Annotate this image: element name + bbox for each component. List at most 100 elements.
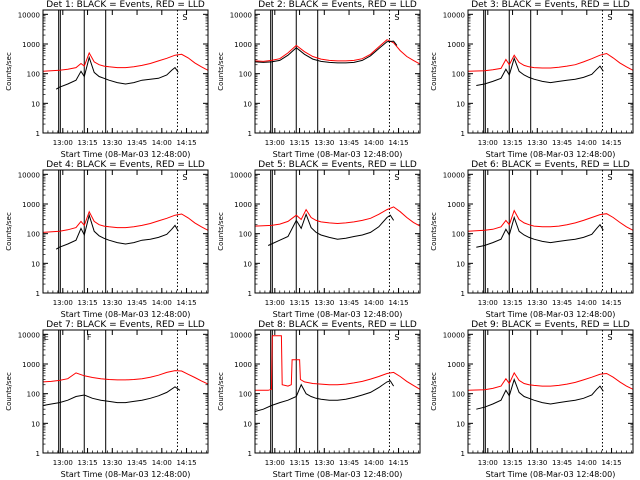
- y-tick-label: 1: [248, 450, 252, 458]
- panel-title: Det 8: BLACK = Events, RED = LLD: [258, 320, 417, 330]
- y-tick-label: 100: [239, 71, 252, 79]
- y-tick-label: 10000: [230, 11, 252, 19]
- x-tick-label: 13:30: [314, 139, 334, 147]
- plot-frame: [254, 329, 421, 454]
- y-tick-label: 10: [456, 100, 465, 108]
- x-tick-label: 14:00: [364, 139, 384, 147]
- x-tick-label: 13:45: [127, 299, 147, 307]
- y-tick-label: 10: [31, 260, 40, 268]
- y-axis-label: Counts/sec: [217, 212, 225, 251]
- y-tick-label: 10000: [443, 331, 465, 339]
- x-axis-label: Start Time (08-Mar-03 12:48:00): [486, 150, 616, 159]
- x-tick-label: 13:30: [314, 299, 334, 307]
- panel-title: Det 7: BLACK = Events, RED = LLD: [46, 320, 205, 330]
- x-axis-label: Start Time (08-Mar-03 12:48:00): [61, 150, 191, 159]
- y-axis-label: Counts/sec: [430, 52, 438, 91]
- plot-frame: [254, 169, 421, 294]
- y-tick-label: 1: [36, 290, 40, 298]
- panel-1: Det 1: BLACK = Events, RED = LLD Counts/s…: [5, 0, 209, 159]
- panel-7: Det 7: BLACK = Events, RED = LLD Counts/s…: [5, 320, 209, 479]
- x-tick-label: 14:00: [577, 459, 597, 467]
- events-series-line: [267, 212, 395, 246]
- y-tick-label: 1000: [447, 361, 465, 369]
- x-axis-label: Start Time (08-Mar-03 12:48:00): [61, 310, 191, 319]
- x-tick-label: 13:00: [265, 299, 285, 307]
- events-series-line: [476, 215, 604, 248]
- panel-title: Det 3: BLACK = Events, RED = LLD: [471, 0, 630, 10]
- y-tick-label: 1: [461, 130, 465, 138]
- panel-title: Det 9: BLACK = Events, RED = LLD: [471, 320, 630, 330]
- x-tick-label: 13:45: [552, 459, 572, 467]
- x-axis-label: Start Time (08-Mar-03 12:48:00): [486, 470, 616, 479]
- y-axis-label: Counts/sec: [5, 372, 13, 411]
- x-tick-label: 13:15: [289, 139, 309, 147]
- y-tick-label: 1000: [22, 361, 40, 369]
- events-series-line: [42, 386, 181, 406]
- events-series-line: [476, 377, 604, 410]
- y-tick-label: 10: [31, 420, 40, 428]
- panel-title: Det 1: BLACK = Events, RED = LLD: [46, 0, 205, 10]
- y-axis-label: Counts/sec: [217, 372, 225, 411]
- y-tick-label: 10: [243, 260, 252, 268]
- x-tick-label: 13:45: [339, 299, 359, 307]
- x-tick-label: 13:30: [102, 459, 122, 467]
- x-tick-label: 13:45: [339, 139, 359, 147]
- y-tick-label: 100: [239, 231, 252, 239]
- marker-letter: S: [182, 13, 187, 22]
- panel-5: Det 5: BLACK = Events, RED = LLD Counts/s…: [217, 160, 421, 319]
- y-tick-label: 1: [36, 450, 40, 458]
- x-tick-label: 13:45: [127, 139, 147, 147]
- y-tick-label: 10: [456, 420, 465, 428]
- y-tick-label: 100: [27, 391, 40, 399]
- x-tick-label: 13:15: [77, 459, 97, 467]
- plot-frame: [467, 9, 634, 134]
- y-tick-label: 1000: [22, 201, 40, 209]
- lld-series-line: [467, 52, 634, 72]
- marker-letter: S: [607, 173, 612, 182]
- events-series-line: [55, 55, 179, 90]
- plot-frame: [467, 169, 634, 294]
- x-tick-label: 14:00: [152, 459, 172, 467]
- plot-frame: [467, 329, 634, 454]
- y-tick-label: 1: [36, 130, 40, 138]
- lld-series-line: [254, 206, 421, 227]
- lld-series-line: [254, 39, 421, 65]
- x-tick-label: 14:00: [364, 459, 384, 467]
- x-tick-label: 13:30: [102, 299, 122, 307]
- y-tick-label: 10: [31, 100, 40, 108]
- x-tick-label: 13:00: [53, 459, 73, 467]
- events-series-line: [254, 380, 395, 412]
- x-tick-label: 13:15: [502, 299, 522, 307]
- x-tick-label: 14:00: [152, 299, 172, 307]
- y-tick-label: 10000: [18, 11, 40, 19]
- x-tick-label: 13:15: [502, 139, 522, 147]
- x-tick-label: 14:15: [176, 459, 196, 467]
- panel-4: Det 4: BLACK = Events, RED = LLD Counts/s…: [5, 160, 209, 319]
- y-tick-label: 1: [461, 290, 465, 298]
- y-axis-label: Counts/sec: [430, 372, 438, 411]
- x-tick-label: 14:00: [364, 299, 384, 307]
- marker-letter: S: [394, 173, 399, 182]
- y-tick-label: 1000: [234, 361, 252, 369]
- lld-series-line: [255, 335, 421, 391]
- y-tick-label: 10000: [230, 331, 252, 339]
- x-tick-label: 13:30: [314, 459, 334, 467]
- panel-title: Det 5: BLACK = Events, RED = LLD: [258, 160, 417, 170]
- y-tick-label: 1000: [22, 41, 40, 49]
- x-tick-label: 14:15: [176, 299, 196, 307]
- y-tick-label: 100: [27, 231, 40, 239]
- x-tick-label: 13:30: [527, 139, 547, 147]
- x-tick-label: 13:00: [265, 139, 285, 147]
- y-tick-label: 10000: [18, 171, 40, 179]
- x-tick-label: 13:00: [478, 139, 498, 147]
- marker-letter: S: [182, 173, 187, 182]
- y-tick-label: 10000: [443, 171, 465, 179]
- x-axis-label: Start Time (08-Mar-03 12:48:00): [273, 150, 403, 159]
- y-tick-label: 10000: [230, 171, 252, 179]
- x-axis-label: Start Time (08-Mar-03 12:48:00): [486, 310, 616, 319]
- x-tick-label: 13:45: [552, 139, 572, 147]
- panel-2: Det 2: BLACK = Events, RED = LLD Counts/s…: [217, 0, 421, 159]
- y-tick-label: 100: [452, 231, 465, 239]
- marker-letter: S: [607, 13, 612, 22]
- panel-6: Det 6: BLACK = Events, RED = LLD Counts/s…: [430, 160, 634, 319]
